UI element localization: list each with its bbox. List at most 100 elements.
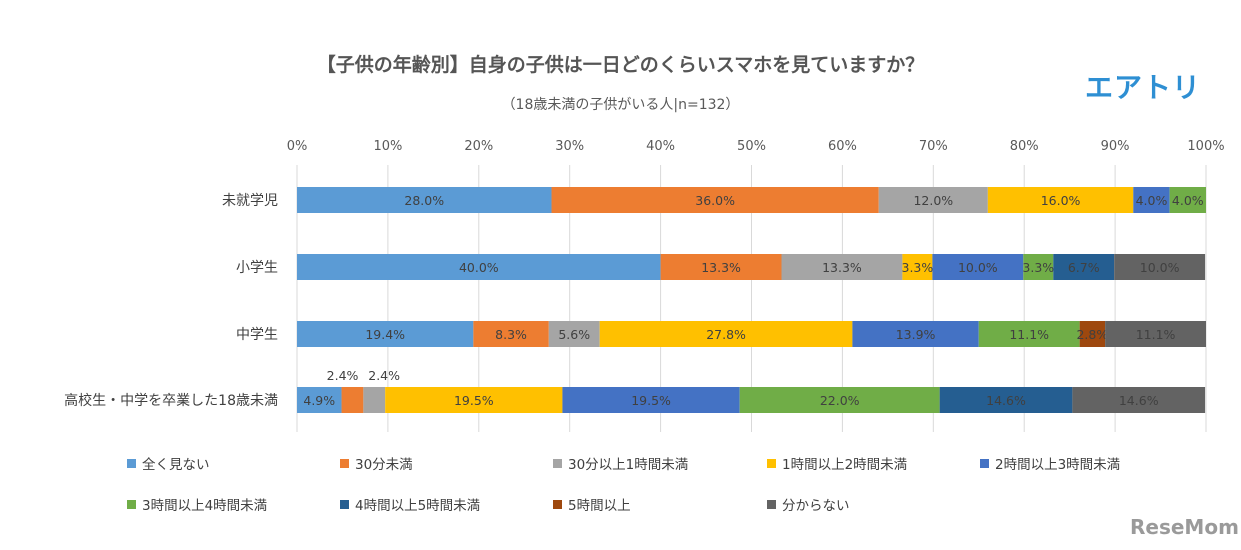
resemom-watermark: ReseMom — [1130, 515, 1239, 539]
legend-swatch — [553, 458, 562, 468]
data-label: 28.0% — [404, 193, 444, 208]
bar-segment — [660, 254, 782, 280]
data-label: 2.4% — [327, 368, 359, 383]
legend-item: 分からない — [767, 494, 850, 514]
data-label: 14.6% — [986, 393, 1026, 408]
bar-segment — [1169, 187, 1206, 213]
bar-segment — [1072, 387, 1206, 413]
bar-segment — [1023, 254, 1054, 280]
bar-segment — [297, 387, 342, 413]
x-tick-label: 90% — [1101, 139, 1130, 154]
data-label: 10.0% — [1140, 260, 1180, 275]
chart-title: 【子供の年齢別】自身の子供は一日どのくらいスマホを見ていますか？ — [316, 54, 925, 76]
legend-swatch — [767, 499, 776, 509]
legend-item: 3時間以上4時間未満 — [127, 494, 267, 514]
data-label: 27.8% — [706, 327, 746, 342]
data-label: 5.6% — [558, 327, 590, 342]
bar-segment — [1105, 321, 1206, 347]
data-label: 11.1% — [1009, 327, 1049, 342]
legend-item: 5時間以上 — [553, 494, 631, 514]
bar-segment — [599, 321, 853, 347]
bar-segment — [902, 254, 933, 280]
data-label: 14.6% — [1119, 393, 1159, 408]
data-label: 10.0% — [958, 260, 998, 275]
data-label: 13.3% — [822, 260, 862, 275]
legend-item: 1時間以上2時間未満 — [767, 453, 907, 473]
data-label: 19.5% — [454, 393, 494, 408]
data-label: 12.0% — [913, 193, 953, 208]
data-label: 6.7% — [1068, 260, 1100, 275]
x-tick-label: 80% — [1010, 139, 1039, 154]
data-label: 19.5% — [631, 393, 671, 408]
bar-segment — [939, 387, 1073, 413]
bar-segment — [385, 387, 563, 413]
chart-subtitle: （18歳未満の子供がいる人|n=132） — [501, 97, 740, 113]
data-label: 11.1% — [1136, 327, 1176, 342]
data-label: 2.4% — [368, 368, 400, 383]
x-tick-label: 60% — [828, 139, 857, 154]
data-label: 3.3% — [1022, 260, 1054, 275]
legend-item: 全く見ない — [127, 453, 210, 473]
legend-label: 3時間以上4時間未満 — [142, 498, 268, 514]
category-label: 中学生 — [236, 327, 278, 343]
data-label: 4.9% — [303, 393, 335, 408]
data-label: 16.0% — [1041, 193, 1081, 208]
x-tick-label: 100% — [1187, 139, 1224, 154]
legend-item: 2時間以上3時間未満 — [980, 453, 1120, 473]
data-label: 3.3% — [902, 260, 934, 275]
bar-segment — [1053, 254, 1115, 280]
legend-label: 30分未満 — [355, 457, 413, 473]
airtrip-logo: エアトリ — [1085, 71, 1202, 104]
bar-segment — [1133, 187, 1170, 213]
data-label: 2.8% — [1076, 327, 1108, 342]
bar-segment — [297, 187, 552, 213]
bar-segment — [852, 321, 979, 347]
bar-segment — [1079, 321, 1106, 347]
legend-swatch — [553, 499, 562, 509]
bar-segment — [739, 387, 940, 413]
legend-label: 4時間以上5時間未満 — [355, 498, 481, 514]
data-label: 19.4% — [365, 327, 405, 342]
x-tick-label: 40% — [646, 139, 675, 154]
data-label: 8.3% — [495, 327, 527, 342]
x-tick-label: 20% — [464, 139, 493, 154]
x-tick-label: 30% — [555, 139, 584, 154]
category-label: 小学生 — [236, 260, 278, 276]
bar-segment — [548, 321, 600, 347]
legend-swatch — [767, 458, 776, 468]
data-label: 40.0% — [459, 260, 499, 275]
legend-swatch — [980, 458, 989, 468]
bar-segment — [878, 187, 988, 213]
bar-segment — [341, 387, 364, 413]
x-tick-label: 50% — [737, 139, 766, 154]
data-label: 22.0% — [820, 393, 860, 408]
bar-segment — [1114, 254, 1206, 280]
legend-swatch — [340, 499, 349, 509]
legend-label: 30分以上1時間未満 — [568, 457, 689, 473]
x-tick-label: 0% — [287, 139, 308, 154]
bar-segment — [987, 187, 1134, 213]
bar-segment — [551, 187, 879, 213]
legend-label: 5時間以上 — [568, 498, 631, 514]
data-label: 4.0% — [1172, 193, 1204, 208]
bar-segment — [473, 321, 549, 347]
legend-item: 30分以上1時間未満 — [553, 453, 688, 473]
data-label: 4.0% — [1136, 193, 1168, 208]
bar-segment — [781, 254, 903, 280]
data-label: 36.0% — [695, 193, 735, 208]
bar-segment — [363, 387, 386, 413]
legend-label: 2時間以上3時間未満 — [995, 457, 1121, 473]
bar-segment — [297, 321, 474, 347]
x-tick-label: 10% — [373, 139, 402, 154]
bar-segment — [932, 254, 1024, 280]
legend-label: 分からない — [782, 498, 850, 514]
category-label: 高校生・中学を卒業した18歳未満 — [64, 392, 278, 409]
data-label: 13.3% — [701, 260, 741, 275]
bar-segment — [297, 254, 661, 280]
legend-label: 1時間以上2時間未満 — [782, 457, 908, 473]
legend-item: 4時間以上5時間未満 — [340, 494, 480, 514]
bar-segment — [978, 321, 1080, 347]
data-label: 13.9% — [896, 327, 936, 342]
